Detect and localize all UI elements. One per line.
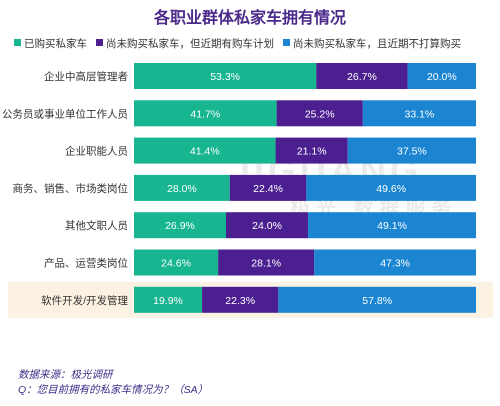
bar-segment-1 — [202, 286, 279, 313]
bar-segment-2 — [314, 249, 476, 276]
data-label: 47.3% — [380, 258, 410, 270]
data-label: 26.9% — [165, 220, 195, 232]
bar-segment-0 — [134, 174, 230, 201]
category-label: 其他文职人员 — [65, 219, 128, 232]
data-label: 49.6% — [376, 183, 406, 195]
data-label: 33.1% — [405, 108, 435, 120]
bar-segment-0 — [134, 137, 276, 164]
bar-segment-0 — [134, 100, 277, 127]
data-label: 41.7% — [190, 108, 220, 120]
legend-label-2: 尚未购买私家车，且近期不打算购买 — [293, 38, 461, 50]
legend-swatch-2 — [283, 39, 290, 46]
legend-item-0: 已购买私家车 — [14, 36, 87, 51]
bar-segment-1 — [225, 212, 309, 239]
bar-segment-1 — [276, 100, 363, 127]
data-label: 28.0% — [167, 183, 197, 195]
data-label: 25.2% — [305, 108, 335, 120]
category-label: 产品、运营类岗位 — [44, 257, 128, 270]
data-label: 28.1% — [251, 258, 281, 270]
category-label: 软件开发/开发管理 — [41, 294, 128, 307]
data-label: 22.3% — [225, 295, 255, 307]
category-label: 企业职能人员 — [65, 145, 128, 158]
data-label: 22.4% — [253, 183, 283, 195]
bar-segment-1 — [229, 174, 307, 201]
chart-title: 各职业群体私家车拥有情况 — [153, 10, 346, 27]
bar-segment-0 — [134, 63, 317, 89]
data-label: 37.5% — [397, 146, 427, 158]
bar-segment-2 — [407, 63, 476, 89]
bar-segment-2 — [306, 174, 476, 201]
data-label: 49.1% — [377, 220, 407, 232]
bar-segment-2 — [347, 137, 476, 164]
bar-segment-0 — [134, 212, 226, 239]
data-source: 数据来源：极光调研 — [18, 369, 113, 381]
category-label: 商务、销售、市场类岗位 — [13, 182, 129, 195]
data-label: 19.9% — [153, 295, 183, 307]
bar-segment-0 — [134, 286, 203, 313]
legend-label-0: 已购买私家车 — [24, 38, 87, 50]
legend-label-1: 尚未购买私家车，但近期有购车计划 — [106, 38, 274, 50]
legend: 已购买私家车 尚未购买私家车，但近期有购车计划 尚未购买私家车，且近期不打算购买 — [14, 36, 494, 51]
data-label: 57.8% — [362, 295, 392, 307]
bar-segment-1 — [316, 63, 408, 89]
legend-item-1: 尚未购买私家车，但近期有购车计划 — [96, 36, 274, 51]
legend-swatch-0 — [14, 39, 21, 46]
legend-swatch-1 — [96, 39, 103, 46]
category-label: 公务员或事业单位工作人员 — [2, 107, 128, 120]
data-label: 53.3% — [210, 71, 240, 83]
bar-segment-2 — [308, 212, 476, 239]
data-label: 24.0% — [252, 220, 282, 232]
data-label: 21.1% — [297, 146, 327, 158]
data-label: 26.7% — [347, 71, 377, 83]
legend-item-2: 尚未购买私家车，且近期不打算购买 — [283, 36, 461, 51]
data-label: 24.6% — [161, 258, 191, 270]
bar-segment-2 — [278, 286, 476, 313]
data-label: 41.4% — [190, 146, 220, 158]
survey-question: Q：您目前拥有的私家车情况为？（SA） — [18, 384, 209, 396]
bar-segment-2 — [362, 100, 476, 127]
footer: 数据来源：极光调研 Q：您目前拥有的私家车情况为？（SA） — [18, 368, 208, 398]
data-label: 20.0% — [427, 71, 457, 83]
category-label: 企业中高层管理者 — [44, 70, 128, 83]
bar-segment-1 — [218, 249, 315, 276]
bar-segment-0 — [134, 249, 219, 276]
bar-segment-1 — [275, 137, 348, 164]
